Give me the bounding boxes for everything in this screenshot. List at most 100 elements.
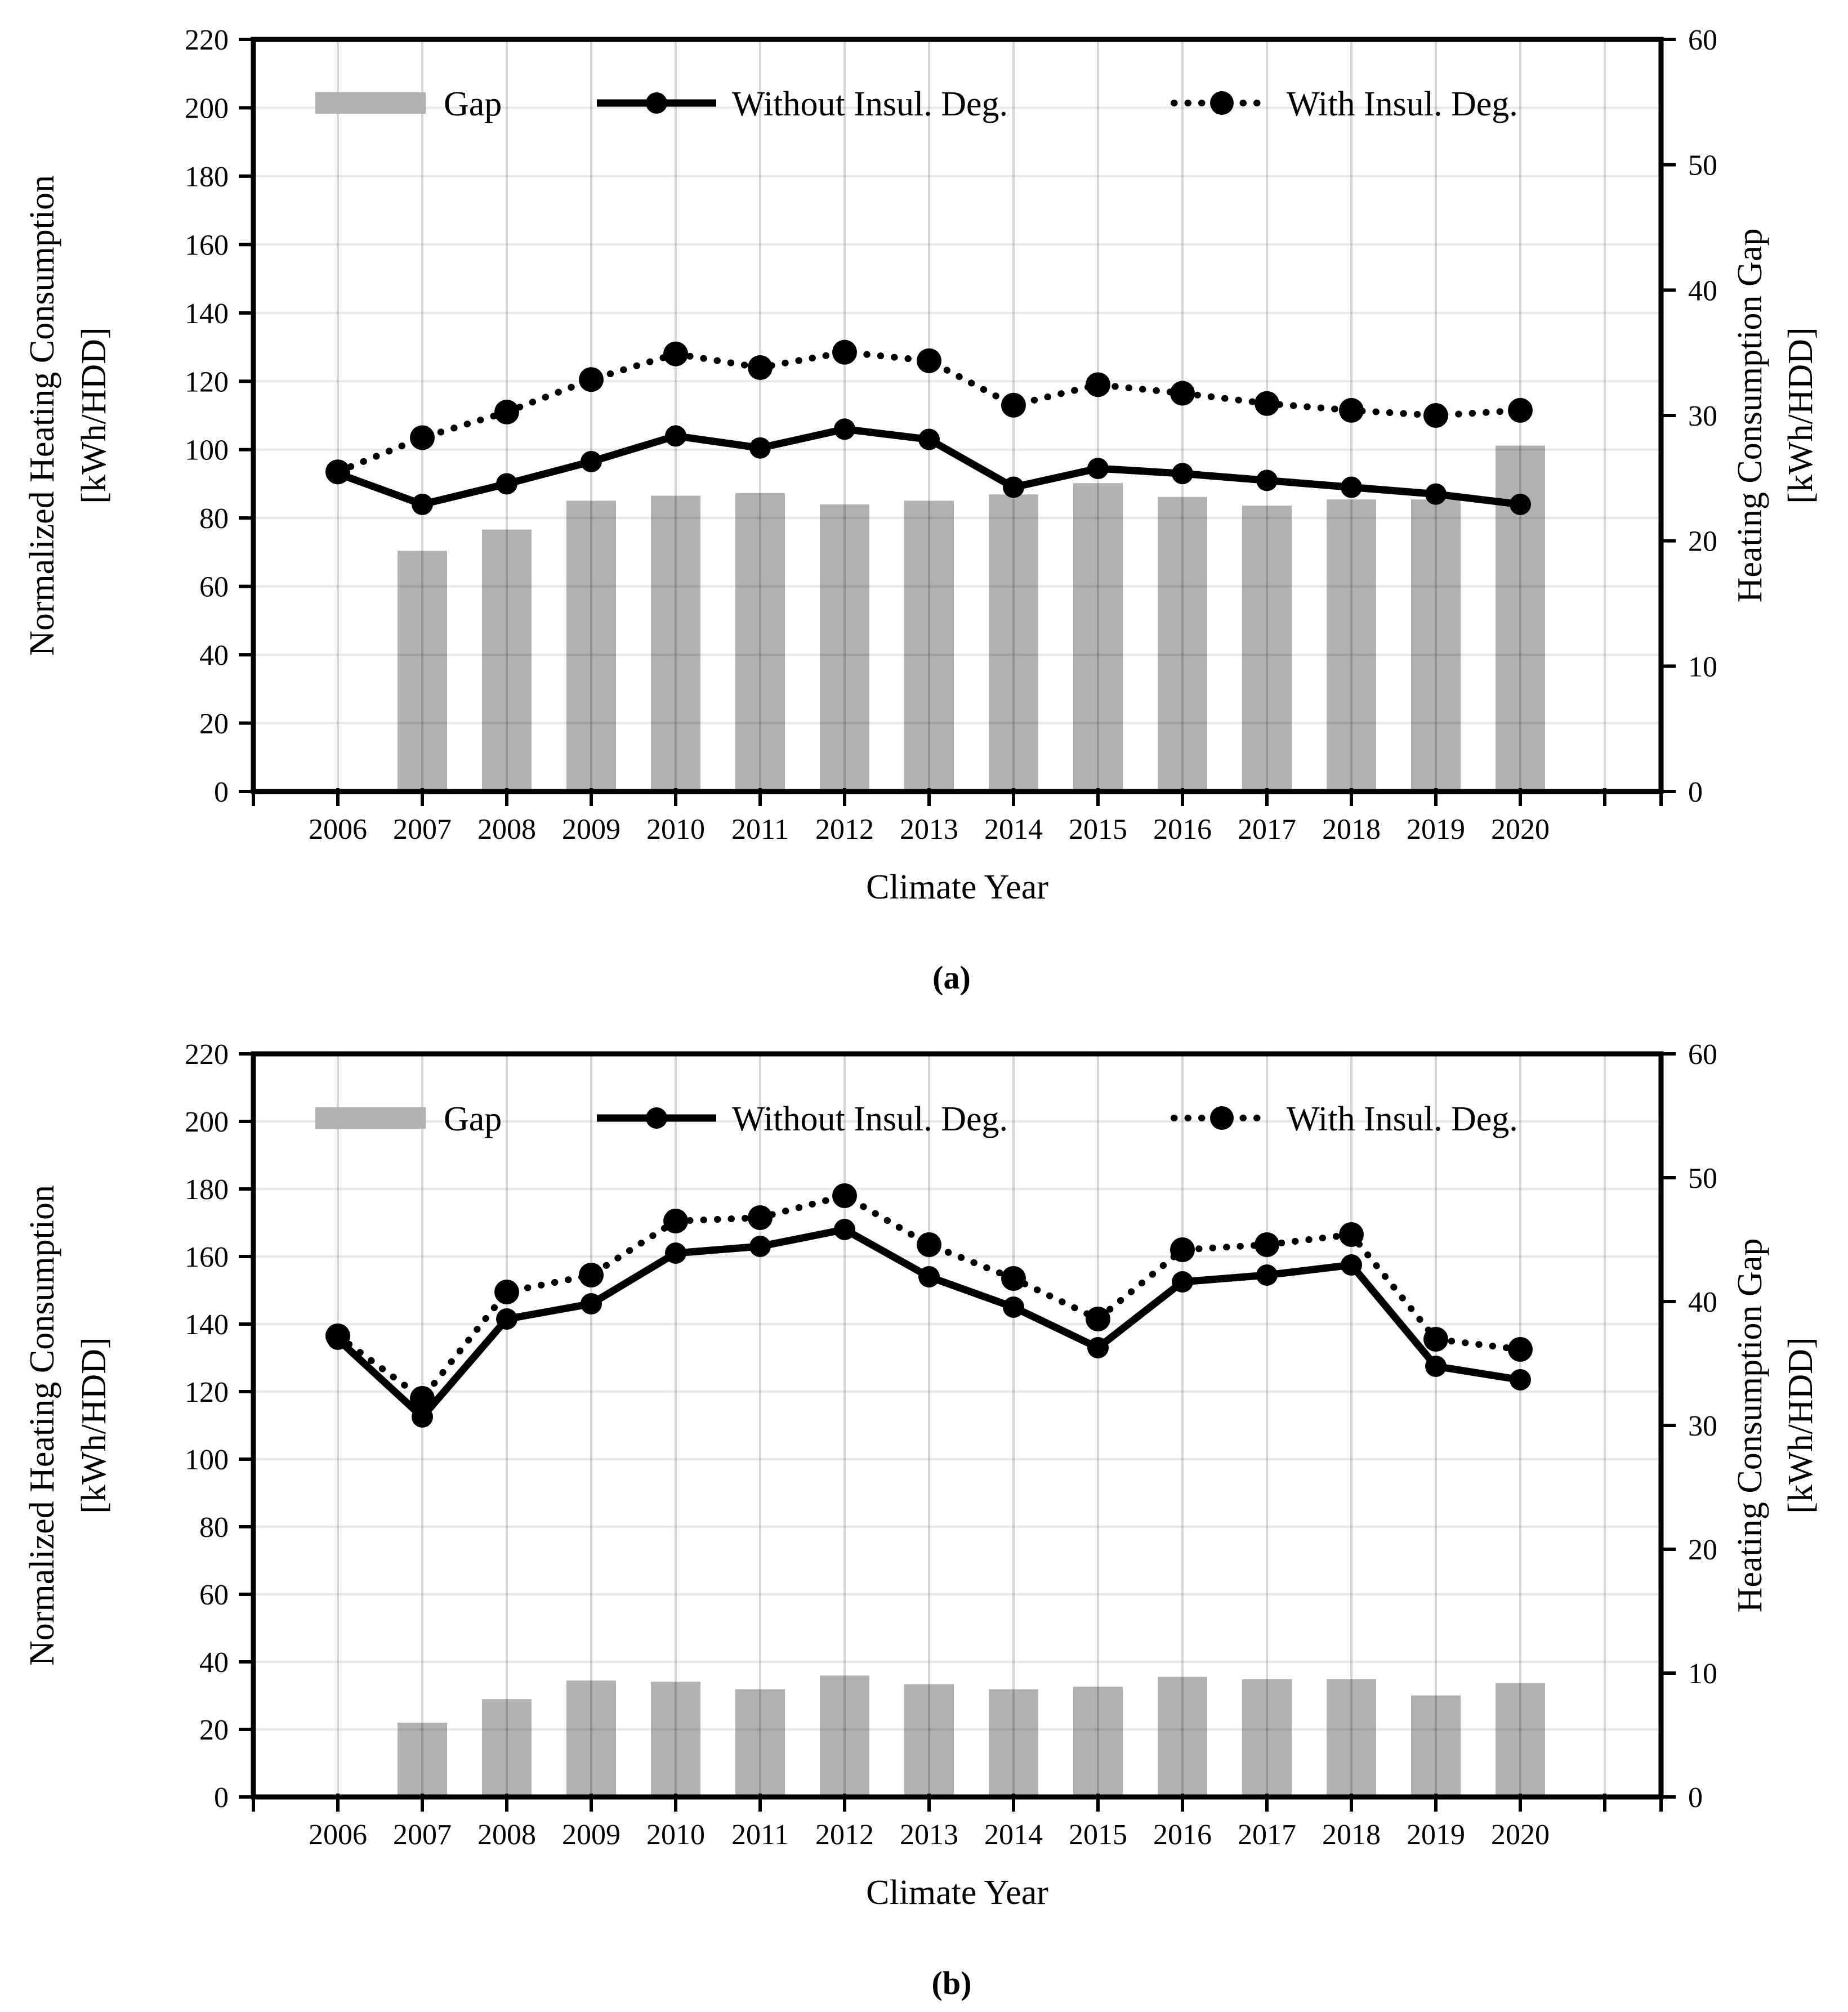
left-axis-tick-label: 100 — [185, 1444, 229, 1476]
left-axis-tick-label: 160 — [185, 1241, 229, 1273]
without-insul-deg-marker — [412, 1406, 433, 1428]
right-axis-tick-label: 60 — [1688, 1039, 1717, 1071]
with-insul-deg-marker — [325, 459, 350, 485]
with-insul-deg-marker — [1339, 1222, 1364, 1247]
without-insul-deg-marker — [1510, 1369, 1531, 1390]
x-axis-tick-label: 2009 — [562, 1819, 621, 1851]
left-axis-tick-label: 40 — [199, 1647, 229, 1679]
x-axis-tick-label: 2006 — [309, 813, 367, 846]
legend-with-label: With Insul. Deg. — [1287, 85, 1518, 123]
right-axis-tick-label: 40 — [1688, 1286, 1717, 1318]
without-insul-deg-marker — [1087, 1337, 1109, 1358]
left-axis-tick-label: 80 — [199, 1512, 229, 1544]
without-insul-deg-marker — [749, 1236, 771, 1257]
left-axis-tick-label: 100 — [185, 435, 229, 467]
x-axis-tick-label: 2015 — [1069, 813, 1127, 846]
without-insul-deg-marker — [412, 493, 433, 515]
x-axis-tick-label: 2018 — [1322, 1819, 1381, 1851]
with-insul-deg-marker — [494, 399, 519, 424]
without-insul-deg-marker — [665, 1242, 686, 1264]
plot-area-a: 0 20 40 60 80 100 120 140 160 180 200 220 0 10 20 30 40 5… — [185, 24, 1717, 846]
left-axis-tick-label: 60 — [199, 571, 229, 603]
with-insul-deg-marker — [748, 355, 773, 380]
left-axis-tick-label: 20 — [199, 1714, 229, 1746]
x-axis-tick-label: 2007 — [393, 1819, 452, 1851]
gap-bar — [398, 1723, 447, 1797]
with-insul-deg-marker — [748, 1205, 773, 1230]
without-insul-deg-marker — [665, 425, 686, 447]
x-axis-tick-label: 2019 — [1407, 1819, 1465, 1851]
gap-bar — [989, 1689, 1038, 1797]
without-insul-deg-marker — [581, 1293, 602, 1314]
left-axis-tick-label: 0 — [214, 1782, 229, 1814]
with-insul-deg-marker — [410, 1386, 435, 1411]
panel-caption-b: (b) — [932, 1965, 972, 2001]
x-axis-tick-label: 2019 — [1407, 813, 1465, 846]
right-axis-tick-label: 0 — [1688, 776, 1703, 808]
without-insul-deg-marker — [1341, 476, 1362, 498]
right-axis-tick-label: 0 — [1688, 1782, 1703, 1814]
with-insul-deg-marker — [1086, 1307, 1110, 1331]
with-insul-deg-marker — [1170, 381, 1195, 406]
right-axis-tick-label: 30 — [1688, 400, 1717, 432]
with-insul-deg-line — [334, 348, 1524, 476]
without-insul-deg-marker — [918, 428, 940, 450]
gap-bar — [566, 1680, 616, 1797]
with-insul-deg-marker — [579, 367, 604, 392]
legend-with-marker — [1210, 91, 1234, 115]
left-axis-title-line2: [kWh/HDD] — [75, 1337, 113, 1513]
legend: Gap Without Insul. Deg. With Insul. Deg. — [315, 1100, 1518, 1138]
without-insul-deg-marker — [1341, 1254, 1362, 1276]
x-axis-tick-label: 2010 — [646, 1819, 705, 1851]
with-insul-deg-marker — [832, 1183, 857, 1208]
left-axis-tick-label: 140 — [185, 1309, 229, 1341]
with-insul-deg-marker — [579, 1263, 604, 1287]
x-axis-tick-label: 2006 — [309, 1819, 367, 1851]
x-axis-tick-label: 2010 — [646, 813, 705, 846]
x-axis-title: Climate Year — [866, 868, 1048, 906]
gap-bar — [735, 493, 785, 792]
without-insul-deg-marker — [1256, 1264, 1278, 1286]
plot-border — [251, 1051, 1664, 1800]
right-axis-tick-label: 10 — [1688, 1658, 1717, 1690]
right-axis-tick-label: 30 — [1688, 1410, 1717, 1442]
x-axis-tick-label: 2014 — [984, 1819, 1043, 1851]
left-axis-tick-label: 200 — [185, 1106, 229, 1138]
gap-bar — [904, 1684, 954, 1797]
legend-gap-swatch — [315, 92, 426, 114]
without-insul-deg-marker — [1172, 463, 1193, 485]
x-axis-tick-label: 2011 — [731, 1819, 789, 1851]
x-axis-tick-label: 2016 — [1153, 1819, 1212, 1851]
gap-bar — [482, 1699, 532, 1797]
gap-bar — [1411, 499, 1461, 792]
gap-bar — [904, 500, 954, 792]
legend: Gap Without Insul. Deg. With Insul. Deg. — [315, 85, 1518, 123]
without-insul-deg-marker — [496, 473, 517, 495]
left-axis-tick-label: 20 — [199, 708, 229, 740]
without-insul-deg-marker — [1003, 1296, 1024, 1318]
left-axis-tick-label: 80 — [199, 503, 229, 535]
left-axis-title-line1: Normalized Heating Consumption — [23, 175, 61, 656]
without-insul-deg-marker — [834, 1219, 855, 1240]
right-axis-title-line2: [kWh/HDD] — [1782, 327, 1820, 503]
gap-bar — [1158, 1676, 1207, 1797]
left-axis-tick-label: 200 — [185, 92, 229, 124]
with-insul-deg-marker — [1508, 1337, 1533, 1362]
without-insul-deg-marker — [1172, 1271, 1193, 1293]
without-insul-deg-marker — [1510, 493, 1531, 515]
x-axis-tick-label: 2013 — [900, 813, 958, 846]
left-axis-title-line1: Normalized Heating Consumption — [23, 1185, 61, 1666]
x-axis-tick-label: 2017 — [1238, 1819, 1296, 1851]
with-insul-deg-marker — [325, 1324, 350, 1348]
with-insul-deg-marker — [917, 1232, 941, 1257]
with-insul-deg-marker — [1339, 397, 1364, 423]
gap-bar — [820, 504, 869, 792]
without-insul-deg-marker — [1256, 470, 1278, 491]
gap-bar — [1411, 1695, 1461, 1797]
x-axis-tick-label: 2008 — [477, 1819, 536, 1851]
with-insul-deg-marker — [410, 425, 435, 450]
x-axis-tick-label: 2007 — [393, 813, 452, 846]
plot-border — [251, 37, 1664, 794]
without-insul-deg-marker — [1087, 458, 1109, 480]
